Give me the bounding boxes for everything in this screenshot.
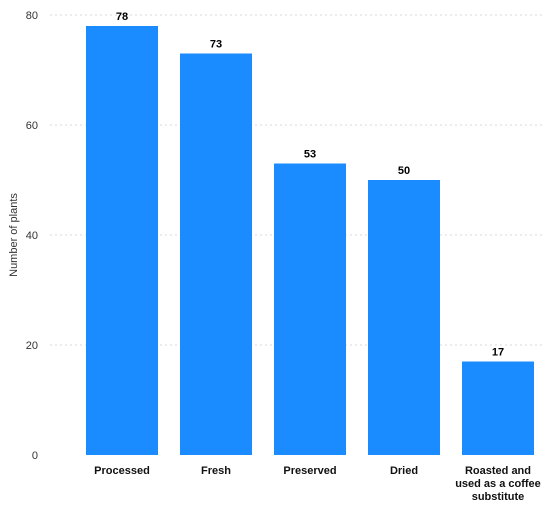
bars (86, 26, 534, 455)
bar (86, 26, 158, 455)
data-labels: 78 73 53 50 17 (116, 11, 504, 359)
y-tick-label: 0 (32, 450, 38, 462)
x-tick-label-line: Dried (390, 465, 418, 477)
x-tick-label: Processed (94, 465, 150, 477)
y-axis-label: Number of plants (8, 193, 20, 277)
x-tick-label-line: Processed (94, 465, 150, 477)
y-tick-label: 40 (26, 230, 38, 242)
x-axis-categories: Processed Fresh Preserved Dried Roasted and u… (94, 465, 541, 503)
data-label: 73 (210, 39, 222, 51)
bar (180, 53, 252, 455)
bar (368, 180, 440, 455)
x-tick-label: Dried (390, 465, 418, 477)
data-label: 78 (116, 11, 128, 23)
bar (274, 163, 346, 455)
x-tick-label: Preserved (283, 465, 336, 477)
x-tick-label-line: substitute (472, 491, 525, 503)
data-label: 53 (304, 149, 316, 161)
y-tick-label: 20 (26, 340, 38, 352)
x-tick-label: Roasted and used as a coffee substitute (455, 465, 541, 503)
data-label: 17 (492, 347, 504, 359)
x-tick-label-line: Fresh (201, 465, 231, 477)
y-tick-label: 80 (26, 10, 38, 22)
x-tick-label-line: used as a coffee (455, 478, 541, 490)
bar (462, 361, 534, 455)
y-axis-ticks: 0 20 40 60 80 (26, 10, 38, 462)
data-label: 50 (398, 165, 410, 177)
x-tick-label-line: Preserved (283, 465, 336, 477)
y-tick-label: 60 (26, 120, 38, 132)
x-tick-label-line: Roasted and (465, 465, 531, 477)
x-tick-label: Fresh (201, 465, 231, 477)
